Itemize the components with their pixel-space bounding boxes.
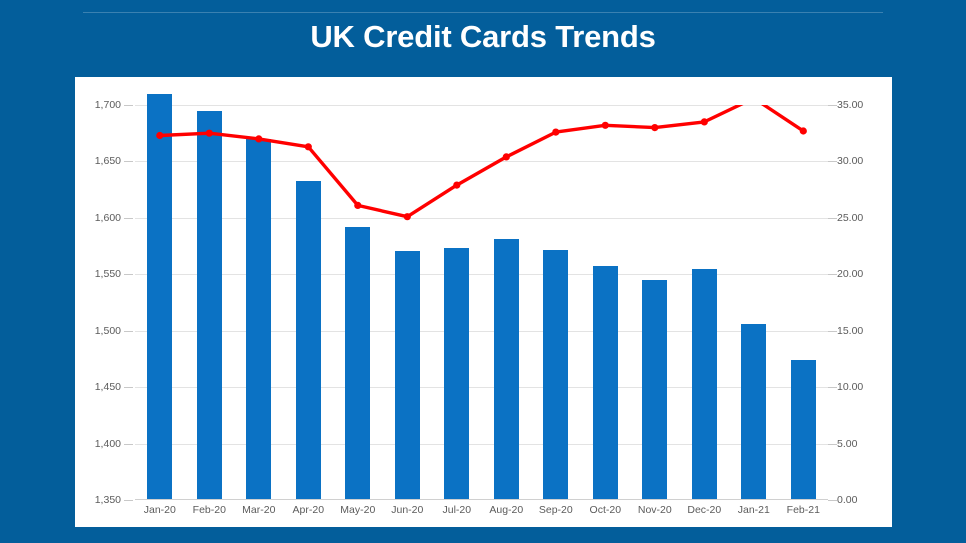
x-axis-tick-label: Jun-20	[391, 504, 424, 516]
right-axis-tick-label: 25.00	[837, 211, 864, 224]
left-axis-tick-label: 1,650	[94, 155, 121, 168]
left-axis-ticks	[124, 105, 133, 501]
chart-panel: 1,350 1,400 1,450 1,500 1,550 1,600 1,650 1,700…	[75, 77, 892, 527]
x-axis-tick-label: May-20	[340, 504, 376, 516]
bar	[444, 248, 470, 500]
left-axis-tick	[124, 217, 133, 219]
gridline	[135, 443, 828, 445]
left-axis-tick-label: 1,600	[94, 211, 121, 224]
gridline	[135, 105, 828, 106]
gridline	[135, 387, 828, 389]
left-axis-tick	[124, 105, 133, 106]
left-axis-tick-label: 1,500	[94, 324, 121, 337]
bar	[543, 249, 569, 500]
right-axis-tick	[828, 105, 837, 106]
x-axis-tick-label: Apr-20	[292, 504, 325, 516]
x-axis-line	[135, 499, 828, 500]
left-axis-tick-label: 1,700	[94, 98, 121, 111]
left-axis-tick	[124, 330, 133, 332]
gridline	[135, 274, 828, 276]
right-axis-tick-label: 5.00	[837, 437, 858, 450]
left-axis-tick	[124, 500, 133, 501]
bar	[790, 360, 816, 500]
bar	[295, 180, 321, 500]
x-axis-tick-label: Dec-20	[687, 504, 722, 516]
left-axis-tick	[124, 443, 133, 445]
gridline	[135, 217, 828, 219]
left-axis-tick-label: 1,400	[94, 437, 121, 450]
left-axis-tick	[124, 274, 133, 276]
x-axis-tick-label: Feb-20	[192, 504, 226, 516]
bar	[246, 138, 272, 500]
bar	[196, 110, 222, 500]
left-axis-tick-label: 1,450	[94, 380, 121, 393]
right-axis-tick-label: 0.00	[837, 493, 858, 506]
left-axis-tick-label: 1,350	[94, 493, 121, 506]
x-axis-tick-label: Jan-20	[143, 504, 176, 516]
left-axis-tick	[124, 387, 133, 389]
x-axis-tick-label: Mar-20	[242, 504, 276, 516]
plot-area	[135, 93, 828, 500]
x-axis-tick-label: Sep-20	[538, 504, 573, 516]
right-axis-tick	[828, 500, 837, 501]
left-axis-tick	[124, 161, 133, 163]
right-axis-tick	[828, 161, 837, 163]
bar	[147, 93, 173, 500]
right-axis-tick-label: 15.00	[837, 324, 864, 337]
right-axis-tick	[828, 274, 837, 276]
right-axis: 0.00 5.00 10.00 15.00 20.00 25.00 30.00 35.00	[837, 100, 889, 505]
x-axis-tick-label: Nov-20	[637, 504, 672, 516]
right-axis-tick	[828, 330, 837, 332]
right-axis-tick-label: 35.00	[837, 98, 864, 111]
bar	[741, 323, 767, 500]
left-axis-tick-label: 1,550	[94, 268, 121, 281]
right-axis-tick	[828, 443, 837, 445]
bar	[592, 266, 618, 500]
bar	[691, 268, 717, 500]
x-axis-tick-label: Oct-20	[589, 504, 622, 516]
bar	[642, 279, 668, 500]
gridline	[135, 330, 828, 332]
bar	[394, 250, 420, 500]
bar	[493, 239, 519, 500]
x-axis-tick-label: Aug-20	[489, 504, 524, 516]
right-axis-ticks	[828, 105, 837, 501]
right-axis-tick	[828, 387, 837, 389]
bar	[345, 226, 371, 500]
right-axis-tick	[828, 217, 837, 219]
header-divider	[83, 12, 883, 13]
left-axis: 1,350 1,400 1,450 1,500 1,550 1,600 1,650 1,700	[75, 100, 121, 505]
right-axis-tick-label: 30.00	[837, 155, 864, 168]
x-axis-tick-label: Feb-21	[786, 504, 820, 516]
x-axis-tick-label: Jul-20	[442, 504, 472, 516]
gridline	[135, 161, 828, 163]
right-axis-tick-label: 20.00	[837, 268, 864, 281]
right-axis-tick-label: 10.00	[837, 380, 864, 393]
page-title: UK Credit Cards Trends	[310, 19, 656, 54]
x-axis-tick-label: Jan-21	[737, 504, 770, 516]
